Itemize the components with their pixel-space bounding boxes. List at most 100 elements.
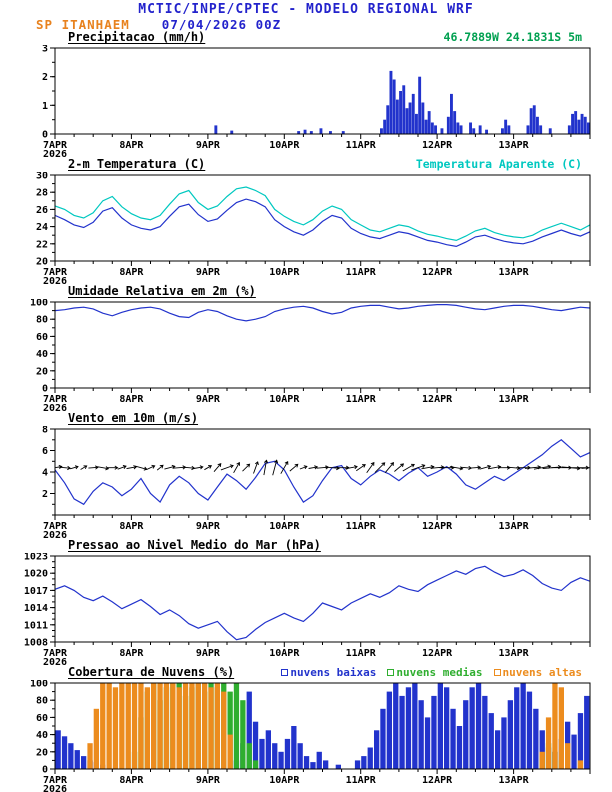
svg-text:1: 1 — [42, 101, 48, 112]
panel-pressure-title-row: Pressao ao Nivel Medio do Mar (hPa) — [0, 538, 612, 553]
panel-pressure: Pressao ao Nivel Medio do Mar (hPa) 1008… — [0, 538, 612, 665]
run-datetime: 07/04/2026 00Z — [161, 17, 282, 32]
svg-text:1014: 1014 — [24, 603, 48, 614]
mid-clouds-swatch-icon — [387, 669, 395, 676]
panel-title-temperature: 2-m Temperatura (C) — [68, 157, 206, 171]
svg-text:7APR: 7APR — [43, 521, 68, 532]
svg-text:9APR: 9APR — [196, 775, 221, 786]
svg-text:7APR: 7APR — [43, 140, 68, 151]
panel-relative-humidity: Umidade Relativa em 2m (%) 0 20 40 60 80 100 7… — [0, 284, 612, 411]
svg-text:13APR: 13APR — [499, 648, 530, 659]
station-name: SP ITANHAEM — [36, 17, 130, 32]
panel-title-wind: Vento em 10m (m/s) — [68, 411, 199, 425]
svg-text:11APR: 11APR — [346, 267, 377, 278]
panel-wind-title-row: Vento em 10m (m/s) — [0, 411, 612, 426]
svg-text:11APR: 11APR — [346, 521, 377, 532]
svg-text:60: 60 — [36, 713, 48, 724]
svg-text:0: 0 — [42, 765, 48, 776]
svg-text:0: 0 — [42, 384, 48, 395]
svg-text:8APR: 8APR — [119, 521, 144, 532]
svg-text:1017: 1017 — [24, 586, 48, 597]
panel-title-pressure: Pressao ao Nivel Medio do Mar (hPa) — [68, 538, 321, 552]
svg-text:100: 100 — [30, 680, 48, 690]
svg-text:1011: 1011 — [24, 620, 48, 631]
svg-text:7APR: 7APR — [43, 775, 68, 786]
panel-temperature: 2-m Temperatura (C) Temperatura Aparente… — [0, 157, 612, 284]
svg-text:2026: 2026 — [43, 657, 67, 665]
svg-text:12APR: 12APR — [422, 267, 453, 278]
panel-precipitation-title-row: Precipitacao (mm/h) 46.7889W 24.1831S 5m — [0, 30, 612, 45]
svg-text:8APR: 8APR — [119, 394, 144, 405]
svg-text:28: 28 — [36, 188, 48, 199]
apparent-temperature-label: Temperatura Aparente (C) — [415, 157, 582, 171]
svg-text:10APR: 10APR — [269, 394, 300, 405]
svg-text:2026: 2026 — [43, 276, 67, 284]
svg-text:13APR: 13APR — [499, 775, 530, 786]
svg-text:40: 40 — [36, 349, 48, 360]
svg-text:7APR: 7APR — [43, 267, 68, 278]
cloud-cover-legend: nuvens baixas nuvens medias nuvens altas — [281, 665, 582, 680]
svg-text:2: 2 — [42, 72, 48, 83]
svg-text:2: 2 — [42, 489, 48, 500]
panel-wind: Vento em 10m (m/s) 2 4 6 8 7APR 2026 8APR 9APR 1… — [0, 411, 612, 538]
svg-text:8APR: 8APR — [119, 775, 144, 786]
svg-text:40: 40 — [36, 730, 48, 741]
panel-cloud-cover: Cobertura de Nuvens (%) nuvens baixas nu… — [0, 665, 612, 792]
page-title: MCTIC/INPE/CPTEC - MODELO REGIONAL WRF — [138, 2, 474, 17]
station-coordinates-label: 46.7889W 24.1831S 5m — [443, 30, 582, 44]
svg-text:12APR: 12APR — [422, 648, 453, 659]
svg-text:9APR: 9APR — [196, 394, 221, 405]
svg-text:3: 3 — [42, 45, 48, 55]
svg-text:80: 80 — [36, 315, 48, 326]
svg-text:12APR: 12APR — [422, 140, 453, 151]
legend-label-mid-clouds: nuvens medias — [396, 666, 483, 679]
svg-text:11APR: 11APR — [346, 775, 377, 786]
svg-text:2026: 2026 — [43, 149, 67, 157]
panel-temperature-title-row: 2-m Temperatura (C) Temperatura Aparente… — [0, 157, 612, 172]
svg-text:13APR: 13APR — [499, 394, 530, 405]
svg-text:26: 26 — [36, 205, 48, 216]
svg-text:22: 22 — [36, 239, 48, 250]
svg-text:30: 30 — [36, 172, 48, 182]
svg-text:20: 20 — [36, 747, 48, 758]
svg-text:2026: 2026 — [43, 530, 67, 538]
svg-text:11APR: 11APR — [346, 140, 377, 151]
svg-text:9APR: 9APR — [196, 648, 221, 659]
svg-text:13APR: 13APR — [499, 267, 530, 278]
svg-text:1023: 1023 — [24, 553, 48, 563]
svg-text:4: 4 — [42, 468, 48, 479]
legend-label-low-clouds: nuvens baixas — [290, 666, 377, 679]
svg-text:11APR: 11APR — [346, 394, 377, 405]
svg-text:9APR: 9APR — [196, 267, 221, 278]
svg-text:24: 24 — [36, 222, 48, 233]
legend-item-low-clouds: nuvens baixas — [281, 665, 376, 680]
panel-title-cloud-cover: Cobertura de Nuvens (%) — [68, 665, 235, 679]
svg-text:12APR: 12APR — [422, 394, 453, 405]
panel-cloud-cover-title-row: Cobertura de Nuvens (%) nuvens baixas nu… — [0, 665, 612, 680]
svg-text:20: 20 — [36, 366, 48, 377]
legend-item-high-clouds: nuvens altas — [493, 665, 582, 680]
svg-text:8: 8 — [42, 426, 48, 436]
svg-text:60: 60 — [36, 332, 48, 343]
svg-text:8APR: 8APR — [119, 267, 144, 278]
svg-text:13APR: 13APR — [499, 140, 530, 151]
legend-label-high-clouds: nuvens altas — [502, 666, 582, 679]
low-clouds-swatch-icon — [281, 669, 289, 676]
svg-text:10APR: 10APR — [269, 521, 300, 532]
run-info-row: SP ITANHAEM 07/04/2026 00Z — [0, 17, 612, 32]
panel-title-precipitation: Precipitacao (mm/h) — [68, 30, 206, 44]
svg-text:0: 0 — [42, 130, 48, 141]
svg-text:1008: 1008 — [24, 638, 48, 649]
svg-text:10APR: 10APR — [269, 648, 300, 659]
svg-text:9APR: 9APR — [196, 521, 221, 532]
svg-text:2026: 2026 — [43, 784, 67, 792]
svg-text:7APR: 7APR — [43, 394, 68, 405]
panel-humidity-title-row: Umidade Relativa em 2m (%) — [0, 284, 612, 299]
